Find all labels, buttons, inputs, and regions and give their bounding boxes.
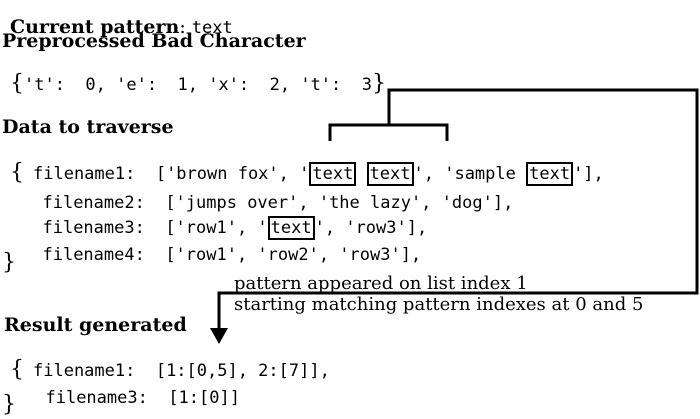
connector-line	[217, 88, 699, 330]
data-row-segment: ', 'sample	[413, 164, 527, 184]
data-row-2: filename2: ['jumps over', 'the lazy', 'd…	[22, 178, 513, 212]
result-row-1: { filename1: [1:[0,5], 2:[7]],	[2, 343, 330, 381]
result-open-brace: {	[10, 357, 24, 382]
bad-char-entries: 't': 0, 'e': 1, 'x': 2, 't': 3	[24, 75, 372, 95]
data-title: Data to traverse	[2, 116, 174, 138]
result-row-2: filename3: [1:[0]]	[25, 373, 240, 408]
data-row-segment: ['brown fox', '	[135, 164, 310, 184]
result-title: Result generated	[4, 314, 187, 336]
data-row-key: filename3:	[42, 218, 145, 238]
data-row-segment: ['row1', '	[144, 218, 268, 238]
data-row-key: filename1:	[33, 164, 136, 184]
result-row-value: [1:[0]]	[147, 388, 240, 408]
result-row-key: filename3:	[45, 388, 148, 408]
data-row-segment: ', 'row3'],	[314, 218, 428, 238]
data-row-key: filename4:	[42, 245, 145, 265]
match-highlight: text	[267, 216, 315, 240]
data-row-segment: ['row1', 'row2', 'row3'],	[144, 245, 422, 265]
match-highlight: text	[526, 162, 574, 186]
result-row-key: filename1:	[33, 361, 136, 381]
arrow-head	[210, 328, 228, 344]
data-row-3: filename3: ['row1', ' text ', 'row3'],	[22, 203, 428, 240]
current-pattern-separator: :	[179, 16, 192, 38]
annotation-line-1: pattern appeared on list index 1	[234, 273, 528, 294]
bad-char-table: {'t': 0, 'e': 1, 'x': 2, 't': 3}	[2, 57, 386, 95]
current-pattern-line: Current pattern: text	[2, 2, 233, 37]
current-pattern-value: text	[191, 18, 233, 38]
data-row-segment: ['jumps over', 'the lazy', 'dog'],	[144, 193, 514, 213]
match-highlight: text	[309, 162, 357, 186]
data-close-brace: }	[2, 250, 16, 275]
data-row-segment: '],	[573, 164, 604, 184]
data-row-key: filename2:	[42, 193, 145, 213]
current-pattern-label: Current pattern	[10, 16, 180, 38]
bad-char-title: Preprocessed Bad Character	[2, 30, 306, 52]
result-row-value: [1:[0,5], 2:[7]],	[135, 361, 330, 381]
match-bracket	[328, 123, 449, 141]
result-close-brace: }	[2, 392, 16, 417]
bad-char-close-brace: }	[372, 71, 386, 96]
data-row-1: {filename1: ['brown fox', ' text text ', '…	[2, 146, 604, 186]
data-row-4: filename4: ['row1', 'row2', 'row3'],	[22, 230, 421, 264]
match-highlight: text	[366, 162, 414, 186]
bad-char-open-brace: {	[10, 71, 24, 96]
annotation-line-2: starting matching pattern indexes at 0 a…	[234, 294, 644, 315]
data-open-brace: {	[10, 160, 24, 185]
